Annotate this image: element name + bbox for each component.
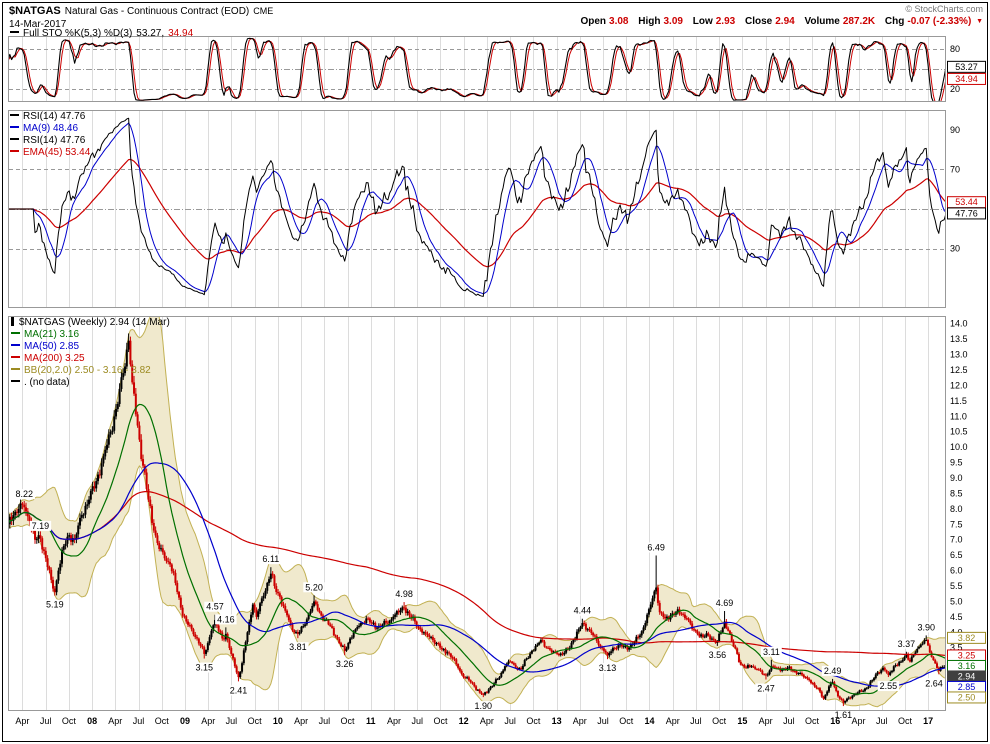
price-legend-row-ma200: MA(200) 3.25 [11,353,170,365]
legend-line-swatch [10,150,19,152]
price-legend-row-ma50: MA(50) 2.85 [11,341,170,353]
quote-chg-value: -0.07 (-2.33%) [907,16,972,27]
legend-line-swatch [10,31,19,33]
legend-line-swatch [11,356,20,358]
price-legend-ma50-text: MA(50) 2.85 [24,341,80,352]
rsi-legend-text-2: MA(9) 48.46 [23,123,79,134]
quote-open-label: Open [580,16,607,27]
price-legend-title-text: $NATGAS (Weekly) 2.94 (14 Mar) [19,317,170,328]
quote-volume-value: 287.2K [842,16,876,27]
stochastic-legend-row: Full STO %K(5,3) %D(3) 53.27, 34.94 [10,28,193,40]
symbol: $NATGAS [9,5,61,17]
quote-volume-label: Volume [804,16,840,27]
quote-low-label: Low [692,16,713,27]
quote-close-value: 2.94 [775,16,795,27]
stochastic-k-value: 53.27, [136,28,165,39]
rsi-legend-row-2: MA(9) 48.46 [10,123,90,135]
candlestick-icon [11,317,14,326]
legend-line-swatch [10,138,19,140]
price-legend: $NATGAS (Weekly) 2.94 (14 Mar) MA(21) 3.… [11,317,170,389]
rsi-legend-text-1: RSI(14) 47.76 [23,111,86,122]
stochastic-legend: Full STO %K(5,3) %D(3) 53.27, 34.94 [10,28,193,40]
rsi-legend: RSI(14) 47.76 MA(9) 48.46 RSI(14) 47.76 … [10,111,90,159]
price-legend-ma21-text: MA(21) 3.16 [24,329,80,340]
quote-close-label: Close [745,16,773,27]
quote-low-value: 2.93 [715,16,736,27]
legend-line-swatch [11,332,20,334]
quote-chg-label: Chg [884,16,905,27]
quote-open-value: 3.08 [609,16,629,27]
stochastic-legend-label: Full STO %K(5,3) %D(3) [23,28,133,39]
change-down-icon: ▼ [976,18,983,25]
rsi-legend-text-4: EMA(45) 53.44 [23,147,91,158]
rsi-legend-row-4: EMA(45) 53.44 [10,147,90,159]
quote-high-value: 3.09 [663,16,683,27]
legend-line-swatch [10,114,19,116]
price-legend-nodata-text: . (no data) [24,377,70,388]
exchange-label: CME [253,6,274,16]
price-legend-row-ma21: MA(21) 3.16 [11,329,170,341]
price-legend-bb-text: BB(20,2.0) 2.50 - 3.16 - 3.82 [24,365,151,376]
price-legend-ma200-text: MA(200) 3.25 [24,353,85,364]
price-legend-row-title: $NATGAS (Weekly) 2.94 (14 Mar) [11,317,170,329]
stochastic-d-value: 34.94 [168,28,194,39]
legend-line-swatch [11,344,20,346]
legend-line-swatch [11,368,20,370]
chart-date: 14-Mar-2017 [9,19,67,30]
price-legend-row-nodata: . (no data) [11,377,170,389]
quote-row: Open 3.08 High 3.09 Low 2.93 Close 2.94 Volu… [573,16,983,27]
rsi-legend-row-1: RSI(14) 47.76 [10,111,90,123]
instrument-description: Natural Gas - Continuous Contract (EOD) [64,6,250,17]
chart-title-row: $NATGAS Natural Gas - Continuous Contract… [9,5,273,17]
copyright-label: © StockCharts.com [905,4,983,14]
quote-high-label: High [638,16,661,27]
legend-line-swatch [11,380,20,382]
legend-line-swatch [10,126,19,128]
price-legend-row-bb: BB(20,2.0) 2.50 - 3.16 - 3.82 [11,365,170,377]
rsi-legend-row-3: RSI(14) 47.76 [10,135,90,147]
rsi-legend-text-3: RSI(14) 47.76 [23,135,86,146]
